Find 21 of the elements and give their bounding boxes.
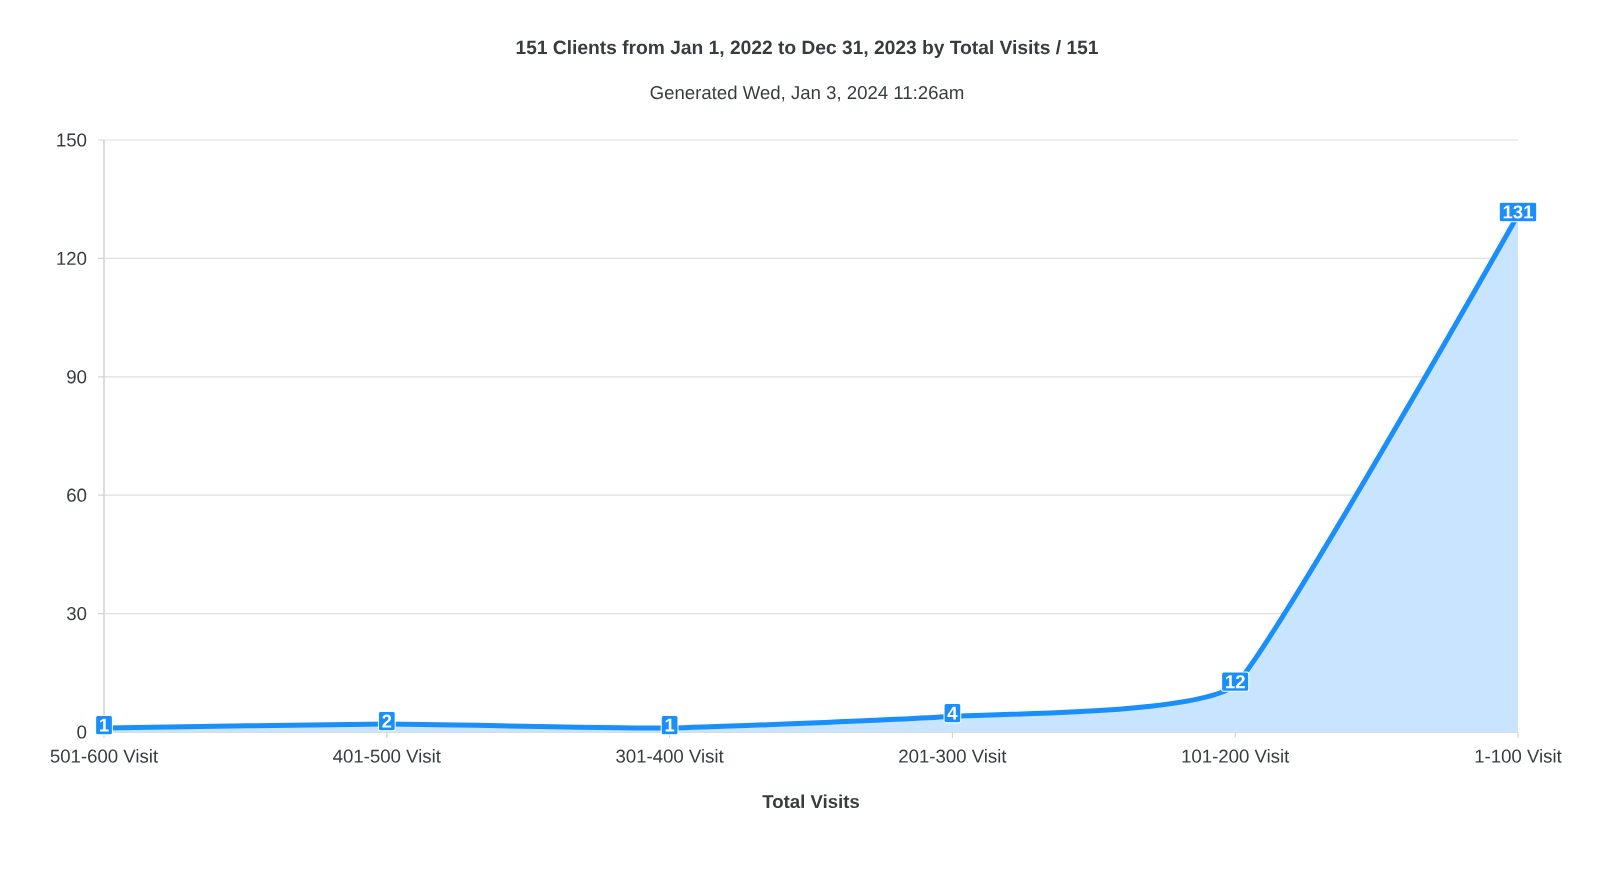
data-label: 4 (947, 706, 958, 720)
y-tick-label: 60 (67, 488, 87, 502)
x-tick-label: 301-400 Visit (616, 749, 724, 763)
data-label: 131 (1503, 205, 1533, 219)
data-label: 12 (1226, 675, 1245, 689)
y-tick-label: 120 (57, 251, 87, 265)
chart-title: 151 Clients from Jan 1, 2022 to Dec 31, 2023 by Total Visits / 151 (516, 40, 1098, 58)
x-tick-label: 1-100 Visit (1475, 749, 1562, 763)
x-tick-label: 501-600 Visit (50, 749, 158, 763)
y-tick-label: 150 (57, 133, 87, 147)
y-tick-label: 90 (67, 370, 87, 384)
chart-subtitle: Generated Wed, Jan 3, 2024 11:26am (650, 85, 964, 102)
x-tick-label: 401-500 Visit (333, 749, 441, 763)
x-axis-title: Total Visits (762, 794, 859, 809)
x-tick-label: 101-200 Visit (1182, 749, 1290, 763)
y-tick-label: 0 (77, 725, 87, 739)
data-label: 2 (382, 714, 392, 728)
y-tick-label: 30 (66, 607, 87, 621)
data-label: 1 (100, 718, 109, 732)
data-label: 1 (665, 718, 675, 732)
x-tick-label: 201-300 Visit (899, 749, 1007, 763)
